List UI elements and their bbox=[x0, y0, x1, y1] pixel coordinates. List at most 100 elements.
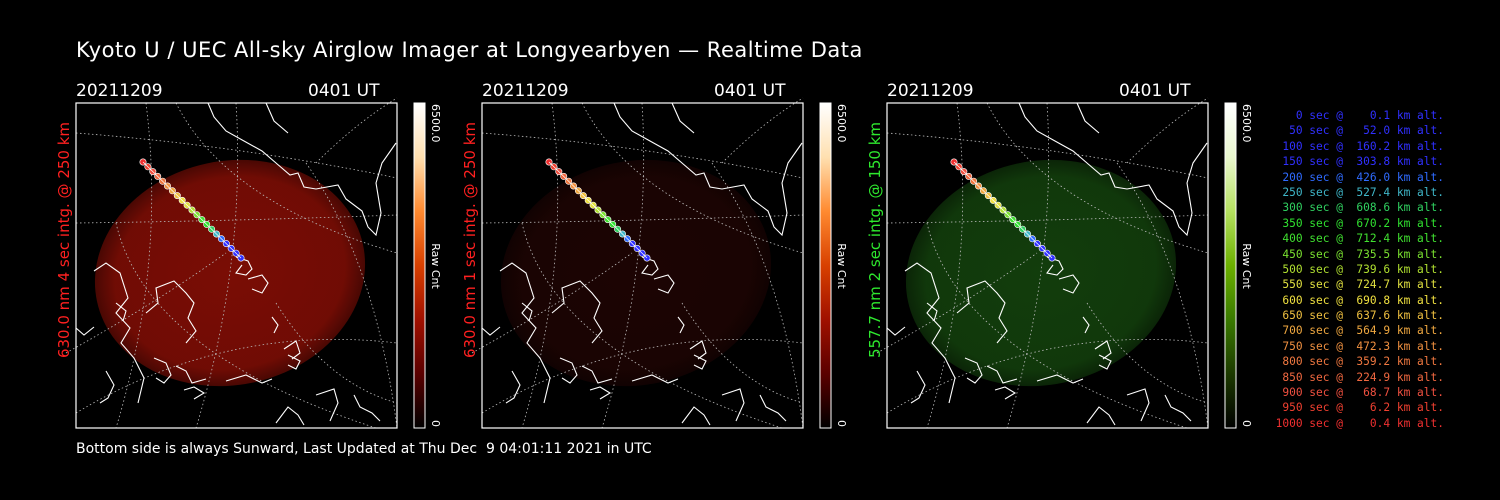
coastline bbox=[1076, 102, 1100, 134]
coastline bbox=[956, 280, 1008, 344]
panel-date: 20211209 bbox=[482, 81, 569, 101]
legend-row: 250 sec @ 527.4 km alt. bbox=[1282, 185, 1444, 199]
trajectory-line bbox=[142, 161, 242, 259]
graticule-line bbox=[275, 302, 398, 404]
legend-row: 600 sec @ 690.8 km alt. bbox=[1282, 293, 1444, 307]
coastline bbox=[115, 302, 127, 322]
graticule-line bbox=[175, 102, 398, 254]
image-frame bbox=[886, 102, 1209, 429]
graticule-line bbox=[886, 132, 1209, 179]
coastline bbox=[1036, 374, 1084, 384]
coastline bbox=[631, 374, 679, 384]
legend-row: 650 sec @ 637.6 km alt. bbox=[1282, 309, 1444, 323]
graticule-line bbox=[1086, 302, 1209, 404]
legend-row: 300 sec @ 608.6 km alt. bbox=[1282, 201, 1444, 215]
panel-time: 0401 UT bbox=[714, 81, 786, 101]
graticule-line bbox=[75, 339, 398, 414]
legend-row: 1000 sec @ 0.4 km alt. bbox=[1275, 416, 1444, 430]
airglow-image bbox=[94, 159, 366, 387]
graticule-line bbox=[115, 222, 377, 429]
colorbar-min-label: 0 bbox=[429, 420, 442, 427]
coastline bbox=[183, 386, 206, 400]
coastline bbox=[994, 386, 1017, 400]
panel-1 bbox=[65, 97, 398, 429]
legend-row: 800 sec @ 359.2 km alt. bbox=[1282, 355, 1444, 369]
coastline bbox=[1082, 316, 1090, 334]
coastline bbox=[1094, 340, 1112, 360]
panel-wavelength-label: 630.0 nm 4 sec intg. @ 250 km bbox=[55, 121, 73, 359]
legend-row: 200 sec @ 426.0 km alt. bbox=[1282, 170, 1444, 184]
coastline bbox=[275, 406, 305, 426]
colorbar-min-label: 0 bbox=[835, 420, 848, 427]
graticule-line bbox=[1116, 162, 1209, 429]
coastline bbox=[175, 365, 207, 384]
panel-time: 0401 UT bbox=[1119, 81, 1191, 101]
graticule-line bbox=[681, 302, 804, 404]
legend-row: 0 sec @ 0.1 km alt. bbox=[1295, 109, 1444, 122]
coastline bbox=[315, 388, 339, 422]
page-title: Kyoto U / UEC All-sky Airglow Imager at … bbox=[76, 38, 863, 62]
coastline bbox=[551, 280, 603, 344]
panel-wavelength-label: 630.0 nm 1 sec intg. @ 250 km bbox=[461, 121, 479, 359]
airglow-image bbox=[905, 159, 1177, 387]
legend-row: 150 sec @ 303.8 km alt. bbox=[1282, 155, 1444, 169]
coastline bbox=[671, 102, 695, 134]
image-frame bbox=[481, 102, 804, 429]
graticule-line bbox=[195, 102, 239, 429]
panel-2 bbox=[471, 97, 804, 429]
legend-row: 450 sec @ 735.5 km alt. bbox=[1282, 247, 1444, 261]
coastline bbox=[886, 326, 906, 336]
coastline bbox=[681, 406, 711, 426]
coastline bbox=[99, 370, 115, 404]
coastline bbox=[559, 357, 578, 384]
colorbar-2 bbox=[819, 102, 832, 429]
graticule-line bbox=[481, 132, 804, 179]
panel-wavelength-label: 557.7 nm 2 sec intg. @ 150 km bbox=[866, 121, 884, 359]
graticule-line bbox=[711, 162, 804, 429]
colorbar-unit-label: Raw Cnt bbox=[1240, 243, 1253, 289]
coastline bbox=[759, 394, 787, 422]
legend-row: 700 sec @ 564.9 km alt. bbox=[1282, 324, 1444, 338]
coastline bbox=[207, 102, 397, 237]
coastline bbox=[1046, 256, 1064, 276]
graticule-line bbox=[481, 214, 804, 224]
legend-row: 550 sec @ 724.7 km alt. bbox=[1282, 278, 1444, 292]
panel-date: 20211209 bbox=[76, 81, 163, 101]
footer-status: Bottom side is always Sunward, Last Upda… bbox=[76, 441, 652, 457]
coastline bbox=[613, 102, 803, 237]
coastline bbox=[225, 374, 273, 384]
coastline bbox=[910, 370, 926, 404]
coastline bbox=[271, 316, 279, 334]
colorbar-unit-label: Raw Cnt bbox=[835, 243, 848, 289]
colorbar-1 bbox=[413, 102, 426, 429]
graticule-line bbox=[986, 102, 1209, 254]
legend-row: 350 sec @ 670.2 km alt. bbox=[1282, 216, 1444, 230]
legend-row: 750 sec @ 472.3 km alt. bbox=[1282, 339, 1444, 353]
image-frame bbox=[75, 102, 398, 429]
colorbar-unit-label: Raw Cnt bbox=[429, 243, 442, 289]
legend-row: 900 sec @ 68.7 km alt. bbox=[1282, 386, 1444, 400]
panel-3 bbox=[876, 97, 1209, 429]
coastline bbox=[721, 388, 745, 422]
coastline bbox=[235, 256, 253, 276]
coastline bbox=[75, 326, 95, 336]
panel-date: 20211209 bbox=[887, 81, 974, 101]
trajectory-line bbox=[548, 161, 648, 259]
colorbar-max-label: 6500.0 bbox=[429, 104, 442, 143]
colorbar-max-label: 6500.0 bbox=[1240, 104, 1253, 143]
graticule-line bbox=[581, 102, 804, 254]
coastline bbox=[641, 256, 659, 276]
legend-row: 950 sec @ 6.2 km alt. bbox=[1282, 401, 1444, 415]
graticule-line bbox=[521, 222, 783, 429]
trajectory-line bbox=[953, 161, 1053, 259]
coastline bbox=[1164, 394, 1192, 422]
coastline bbox=[1098, 354, 1112, 370]
coastline bbox=[353, 394, 381, 422]
coastline bbox=[1126, 388, 1150, 422]
colorbar-max-label: 6500.0 bbox=[835, 104, 848, 143]
coastline bbox=[926, 302, 938, 322]
coastline bbox=[153, 357, 172, 384]
graticule-line bbox=[1006, 102, 1050, 429]
coastline bbox=[265, 102, 289, 134]
